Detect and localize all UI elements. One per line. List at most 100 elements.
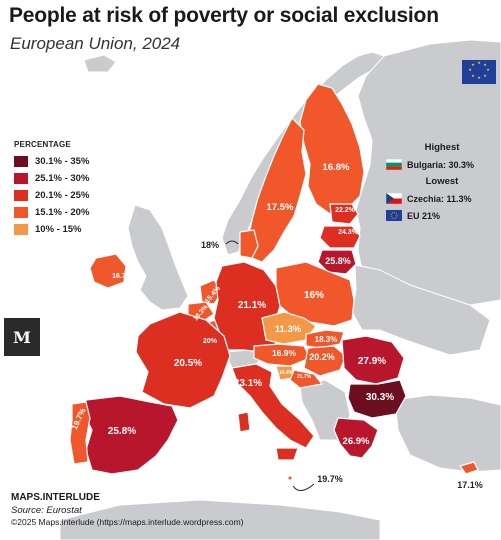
page-subtitle: European Union, 2024 [10,34,181,53]
lowest-row: Czechia: 11.3% [386,193,498,204]
legend-swatch [14,190,28,201]
label-croatia: 21.7% [297,374,312,380]
label-cyprus: 17.1% [457,480,483,490]
footer-brand: MAPS.INTERLUDE [11,492,100,503]
legend-item: 20.1% - 25% [14,187,89,204]
iceland-region [83,54,117,73]
lowest-heading: Lowest [425,176,459,187]
sweden-region [247,116,307,263]
label-slovakia: 18.3% [315,335,338,344]
legend-label: 20.1% - 25% [35,190,90,201]
label-bulgaria: 30.3% [366,392,394,403]
russia-region [355,39,501,306]
footer-source: Source: Eurostat [11,505,82,516]
denmark-region [239,229,259,259]
latvia-region [319,225,361,249]
label-estonia: 22.2% [335,207,356,214]
svg-text:★: ★ [483,62,487,67]
svg-text:★: ★ [477,60,481,65]
legend-item: 25.1% - 30% [14,170,89,187]
legend-label: 25.1% - 30% [35,173,90,184]
label-czechia: 11.3% [275,324,302,335]
malta-arrow-icon [292,483,315,491]
finland-region [299,83,365,215]
highest-value: Bulgaria: 30.3% [407,159,475,170]
poland-region [275,261,355,327]
belarus-ukraine-region [351,264,491,356]
legend-item: 10% - 15% [14,221,89,238]
cyprus-region [458,461,479,475]
label-lithuania: 25.8% [325,256,351,266]
legend-swatch [14,156,28,167]
label-finland: 16.8% [323,162,350,173]
label-romania: 27.9% [358,356,386,367]
legend-item: 30.1% - 35% [14,153,89,170]
label-poland: 16% [304,290,324,301]
svg-text:★: ★ [468,67,472,72]
estonia-region [329,203,359,225]
highlights-panel: Highest Bulgaria: 30.3% Lowest Czechia: … [386,142,498,227]
czechia-flag-icon [386,193,402,204]
maps-interlude-logo: M [4,318,40,356]
label-luxembourg: 20% [203,338,218,345]
svg-text:★: ★ [477,75,481,80]
legend-label: 30.1% - 35% [35,156,90,167]
legend-swatch [14,207,28,218]
label-austria: 16.9% [272,348,297,358]
romania-region [341,335,405,385]
eu-countries [69,83,479,481]
legend-label: 15.1% - 20% [35,207,90,218]
logo-letter: M [13,327,31,347]
label-slovenia: 14.4% [279,370,294,376]
slovakia-region [305,329,345,349]
label-hungary: 20.2% [309,352,335,362]
svg-text:★: ★ [483,73,487,78]
portugal-region [69,401,91,465]
svg-text:★: ★ [471,73,475,78]
ireland-region [89,253,127,289]
label-latvia: 24.3% [338,229,359,236]
sardinia-region [237,411,251,433]
bulgaria-region [347,379,407,419]
turkey-region [394,394,501,473]
eu-flag-icon [386,210,402,221]
label-germany: 21.1% [238,300,266,311]
spain-region [83,395,179,475]
svg-text:★: ★ [486,67,490,72]
austria-region [253,343,311,367]
label-denmark: 18% [201,240,219,250]
label-sweden: 17.5% [267,202,294,213]
svg-text:★: ★ [471,62,475,67]
malta-region [287,475,293,481]
legend-item: 15.1% - 20% [14,204,89,221]
legend-swatch [14,173,28,184]
highest-heading: Highest [424,142,460,153]
sicily-region [275,447,299,461]
label-malta: 19.7% [317,474,343,484]
legend-label: 10% - 15% [35,224,82,235]
eu-row: EU 21% [386,210,498,221]
lithuania-region [317,249,357,275]
france-region [135,311,231,409]
label-spain: 25.8% [108,426,136,437]
label-greece: 26.9% [343,436,370,447]
north-africa-region [59,499,381,540]
uk-region [127,204,189,311]
lowest-value: Czechia: 11.3% [407,193,472,204]
eu-flag-icon: ★ ★★ ★★★ ★★ [462,60,496,84]
eu-value: EU 21% [407,210,441,221]
highest-row: Bulgaria: 30.3% [386,159,498,170]
croatia-region [289,369,324,389]
italy-region [231,363,315,449]
legend-swatch [14,224,28,235]
label-italy: 23.1% [234,378,262,389]
legend-title: PERCENTAGE [14,140,71,149]
greece-region [333,417,379,459]
denmark-arrow-icon [225,240,239,245]
label-france: 20.5% [174,358,202,369]
legend: PERCENTAGE 30.1% - 35% 25.1% - 30% 20.1%… [14,140,89,238]
bulgaria-flag-icon [386,159,402,170]
page-title: People at risk of poverty or social excl… [9,4,439,27]
